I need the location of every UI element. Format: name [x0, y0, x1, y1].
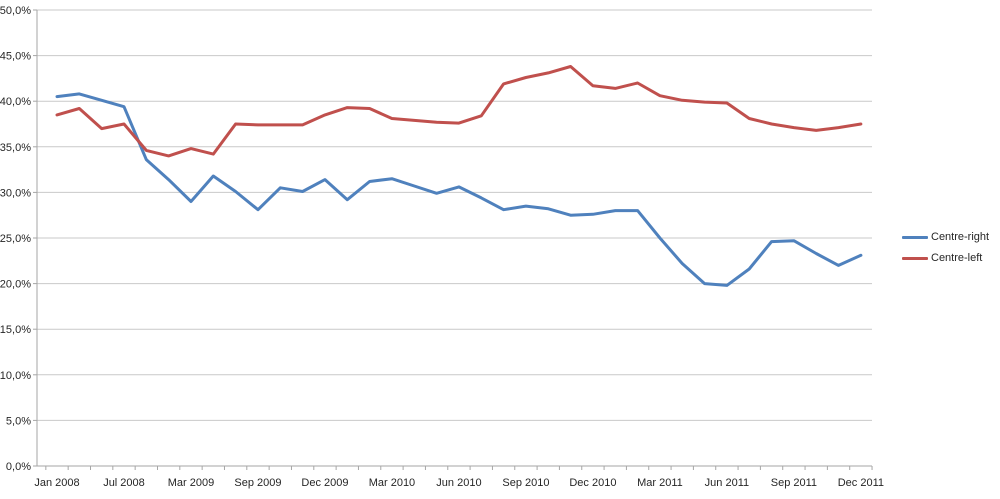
legend-label-centre-left: Centre-left	[931, 252, 983, 264]
x-axis-label: Jul 2008	[103, 477, 145, 489]
x-axis-label: Sep 2010	[502, 477, 549, 489]
legend: Centre-right Centre-left	[902, 230, 989, 265]
y-axis-label: 0,0%	[6, 461, 31, 473]
x-axis-label: Jan 2008	[34, 477, 79, 489]
legend-item-centre-left: Centre-left	[902, 251, 989, 265]
x-axis-label: Jun 2010	[436, 477, 481, 489]
x-axis-label: Mar 2011	[637, 477, 683, 489]
legend-swatch-centre-right	[902, 235, 928, 239]
y-axis-label: 50,0%	[0, 5, 31, 17]
x-axis-label: Dec 2010	[569, 477, 616, 489]
y-axis-label: 45,0%	[0, 51, 31, 63]
y-axis-label: 35,0%	[0, 142, 31, 154]
x-axis-label: Dec 2009	[301, 477, 348, 489]
y-axis-label: 30,0%	[0, 187, 31, 199]
x-axis-label: Mar 2009	[168, 477, 214, 489]
legend-swatch-centre-left	[902, 256, 928, 260]
x-axis-label: Mar 2010	[369, 477, 415, 489]
y-axis-label: 5,0%	[6, 415, 31, 427]
x-axis-label: Sep 2011	[771, 477, 817, 489]
y-axis-label: 40,0%	[0, 96, 31, 108]
x-axis-label: Sep 2009	[234, 477, 281, 489]
legend-item-centre-right: Centre-right	[902, 230, 989, 244]
y-axis-label: 10,0%	[0, 370, 31, 382]
centre-right-line	[55, 92, 863, 287]
x-axis-label: Dec 2011	[838, 477, 884, 489]
centre-left-line	[55, 65, 863, 158]
x-axis-label: Jun 2011	[705, 477, 749, 489]
y-axis-label: 15,0%	[0, 324, 31, 336]
y-axis-label: 25,0%	[0, 233, 31, 245]
y-axis-label: 20,0%	[0, 279, 31, 291]
legend-label-centre-right: Centre-right	[931, 231, 990, 243]
